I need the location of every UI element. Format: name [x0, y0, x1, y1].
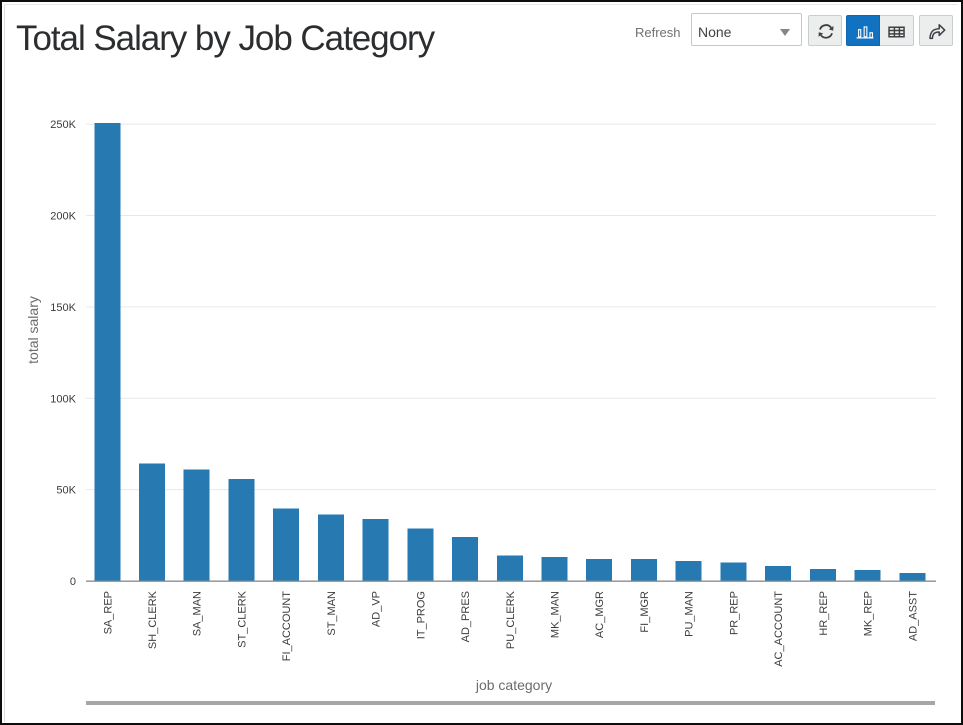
svg-text:FI_MGR: FI_MGR	[639, 591, 651, 633]
svg-text:total salary: total salary	[25, 296, 41, 364]
svg-text:AD_VP: AD_VP	[371, 591, 383, 627]
svg-text:SA_MAN: SA_MAN	[192, 591, 204, 636]
svg-text:AD_ASST: AD_ASST	[907, 591, 919, 641]
svg-text:MK_REP: MK_REP	[863, 591, 875, 636]
svg-text:ST_CLERK: ST_CLERK	[237, 590, 249, 648]
svg-text:job category: job category	[475, 677, 552, 693]
svg-text:PU_CLERK: PU_CLERK	[505, 590, 517, 649]
svg-text:SA_REP: SA_REP	[102, 591, 114, 634]
svg-text:100K: 100K	[50, 393, 76, 405]
svg-text:FI_ACCOUNT: FI_ACCOUNT	[281, 591, 293, 662]
svg-text:ST_MAN: ST_MAN	[326, 591, 338, 636]
svg-text:AC_ACCOUNT: AC_ACCOUNT	[773, 591, 785, 667]
svg-text:PU_MAN: PU_MAN	[684, 591, 696, 637]
svg-text:0: 0	[70, 576, 76, 588]
svg-text:MK_MAN: MK_MAN	[550, 591, 562, 638]
svg-text:150K: 150K	[50, 302, 76, 314]
svg-text:200K: 200K	[50, 211, 76, 223]
svg-text:AD_PRES: AD_PRES	[460, 591, 472, 642]
svg-text:PR_REP: PR_REP	[728, 591, 740, 635]
svg-text:50K: 50K	[56, 485, 76, 497]
svg-text:SH_CLERK: SH_CLERK	[147, 590, 159, 649]
svg-text:HR_REP: HR_REP	[818, 591, 830, 636]
svg-text:IT_PROG: IT_PROG	[415, 591, 427, 639]
svg-text:AC_MGR: AC_MGR	[594, 591, 606, 638]
svg-text:250K: 250K	[50, 119, 76, 131]
